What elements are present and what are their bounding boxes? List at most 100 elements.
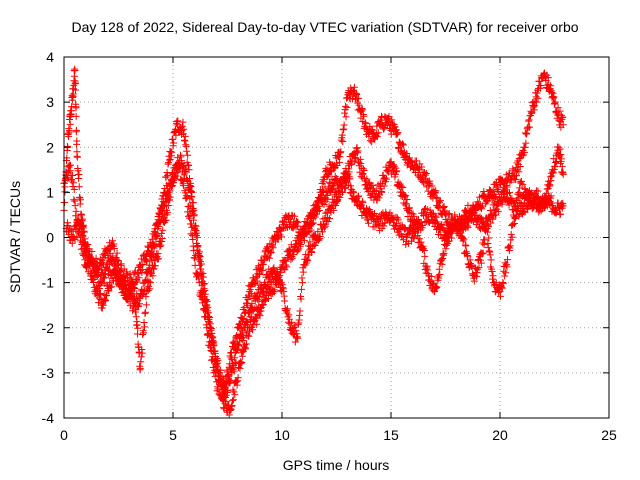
data-point bbox=[180, 175, 188, 183]
data-point bbox=[61, 199, 69, 207]
data-point bbox=[72, 104, 80, 112]
x-tick-label: 20 bbox=[492, 427, 508, 443]
data-point bbox=[414, 165, 422, 173]
data-point bbox=[288, 318, 296, 326]
data-point bbox=[71, 67, 79, 75]
data-point bbox=[496, 292, 504, 300]
data-point bbox=[524, 205, 532, 213]
data-point bbox=[296, 307, 304, 315]
data-point bbox=[321, 222, 329, 230]
data-point bbox=[552, 158, 560, 166]
data-point bbox=[203, 324, 211, 332]
data-point bbox=[61, 183, 69, 191]
data-point bbox=[464, 252, 472, 260]
data-point bbox=[242, 340, 250, 348]
data-point bbox=[264, 295, 272, 303]
data-point bbox=[237, 323, 245, 331]
data-point bbox=[205, 330, 213, 338]
data-point bbox=[308, 248, 316, 256]
tick-labels: 0 5 10 15 20 25 -4 -3 -2 -1 0 1 2 3 4 bbox=[42, 49, 617, 443]
data-point bbox=[294, 334, 302, 342]
data-point bbox=[403, 196, 411, 204]
data-point bbox=[549, 169, 557, 177]
series-layer bbox=[60, 65, 567, 419]
data-point bbox=[440, 250, 448, 258]
data-point bbox=[252, 304, 260, 312]
data-point bbox=[174, 117, 182, 125]
data-point bbox=[519, 180, 527, 188]
data-point bbox=[419, 221, 427, 229]
data-point bbox=[72, 126, 80, 134]
data-point bbox=[78, 224, 86, 232]
data-point bbox=[556, 145, 564, 153]
data-point bbox=[110, 245, 118, 253]
data-point bbox=[106, 283, 114, 291]
data-point bbox=[113, 249, 121, 257]
data-point bbox=[240, 316, 248, 324]
data-point bbox=[505, 189, 513, 197]
data-point bbox=[403, 150, 411, 158]
data-point bbox=[366, 122, 374, 130]
data-point bbox=[225, 411, 233, 419]
data-point bbox=[197, 260, 205, 268]
data-point bbox=[342, 113, 350, 121]
data-point bbox=[72, 112, 80, 120]
data-point bbox=[432, 193, 440, 201]
data-point bbox=[242, 308, 250, 316]
data-point bbox=[393, 167, 401, 175]
data-point bbox=[283, 305, 291, 313]
data-point bbox=[166, 187, 174, 195]
data-point bbox=[264, 253, 272, 261]
data-point bbox=[151, 262, 159, 270]
data-point bbox=[137, 353, 145, 361]
data-point bbox=[146, 252, 154, 260]
data-point bbox=[475, 264, 483, 272]
data-point bbox=[460, 218, 468, 226]
data-point bbox=[68, 171, 76, 179]
data-point bbox=[399, 140, 407, 148]
data-point bbox=[322, 209, 330, 217]
data-point bbox=[248, 290, 256, 298]
data-point bbox=[132, 306, 140, 314]
data-point bbox=[207, 325, 215, 333]
data-point bbox=[438, 260, 446, 268]
data-point bbox=[399, 184, 407, 192]
data-point bbox=[501, 272, 509, 280]
data-point bbox=[363, 216, 371, 224]
data-point bbox=[77, 196, 85, 204]
data-point bbox=[65, 127, 73, 135]
data-point bbox=[96, 290, 104, 298]
data-point bbox=[506, 242, 514, 250]
data-point bbox=[98, 266, 106, 274]
data-point bbox=[230, 388, 238, 396]
data-point bbox=[79, 232, 87, 240]
data-point bbox=[516, 162, 524, 170]
data-point bbox=[130, 270, 138, 278]
data-point bbox=[355, 94, 363, 102]
data-point bbox=[146, 285, 154, 293]
data-point bbox=[131, 300, 139, 308]
data-point bbox=[132, 313, 140, 321]
data-point bbox=[428, 279, 436, 287]
data-point bbox=[77, 222, 85, 230]
data-point bbox=[362, 124, 370, 132]
data-point bbox=[252, 274, 260, 282]
data-point bbox=[139, 291, 147, 299]
data-point bbox=[283, 263, 291, 271]
data-point bbox=[200, 280, 208, 288]
data-point bbox=[72, 207, 80, 215]
data-point bbox=[338, 131, 346, 139]
data-point bbox=[484, 223, 492, 231]
y-axis-label: SDTVAR / TECUs bbox=[7, 181, 23, 293]
data-point bbox=[318, 228, 326, 236]
data-point bbox=[555, 143, 563, 151]
data-point bbox=[80, 238, 88, 246]
x-tick-label: 10 bbox=[274, 427, 290, 443]
data-point bbox=[193, 233, 201, 241]
data-point bbox=[171, 175, 179, 183]
data-point bbox=[420, 246, 428, 254]
data-point bbox=[93, 271, 101, 279]
data-point bbox=[140, 329, 148, 337]
data-point bbox=[559, 113, 567, 121]
data-point bbox=[253, 320, 261, 328]
